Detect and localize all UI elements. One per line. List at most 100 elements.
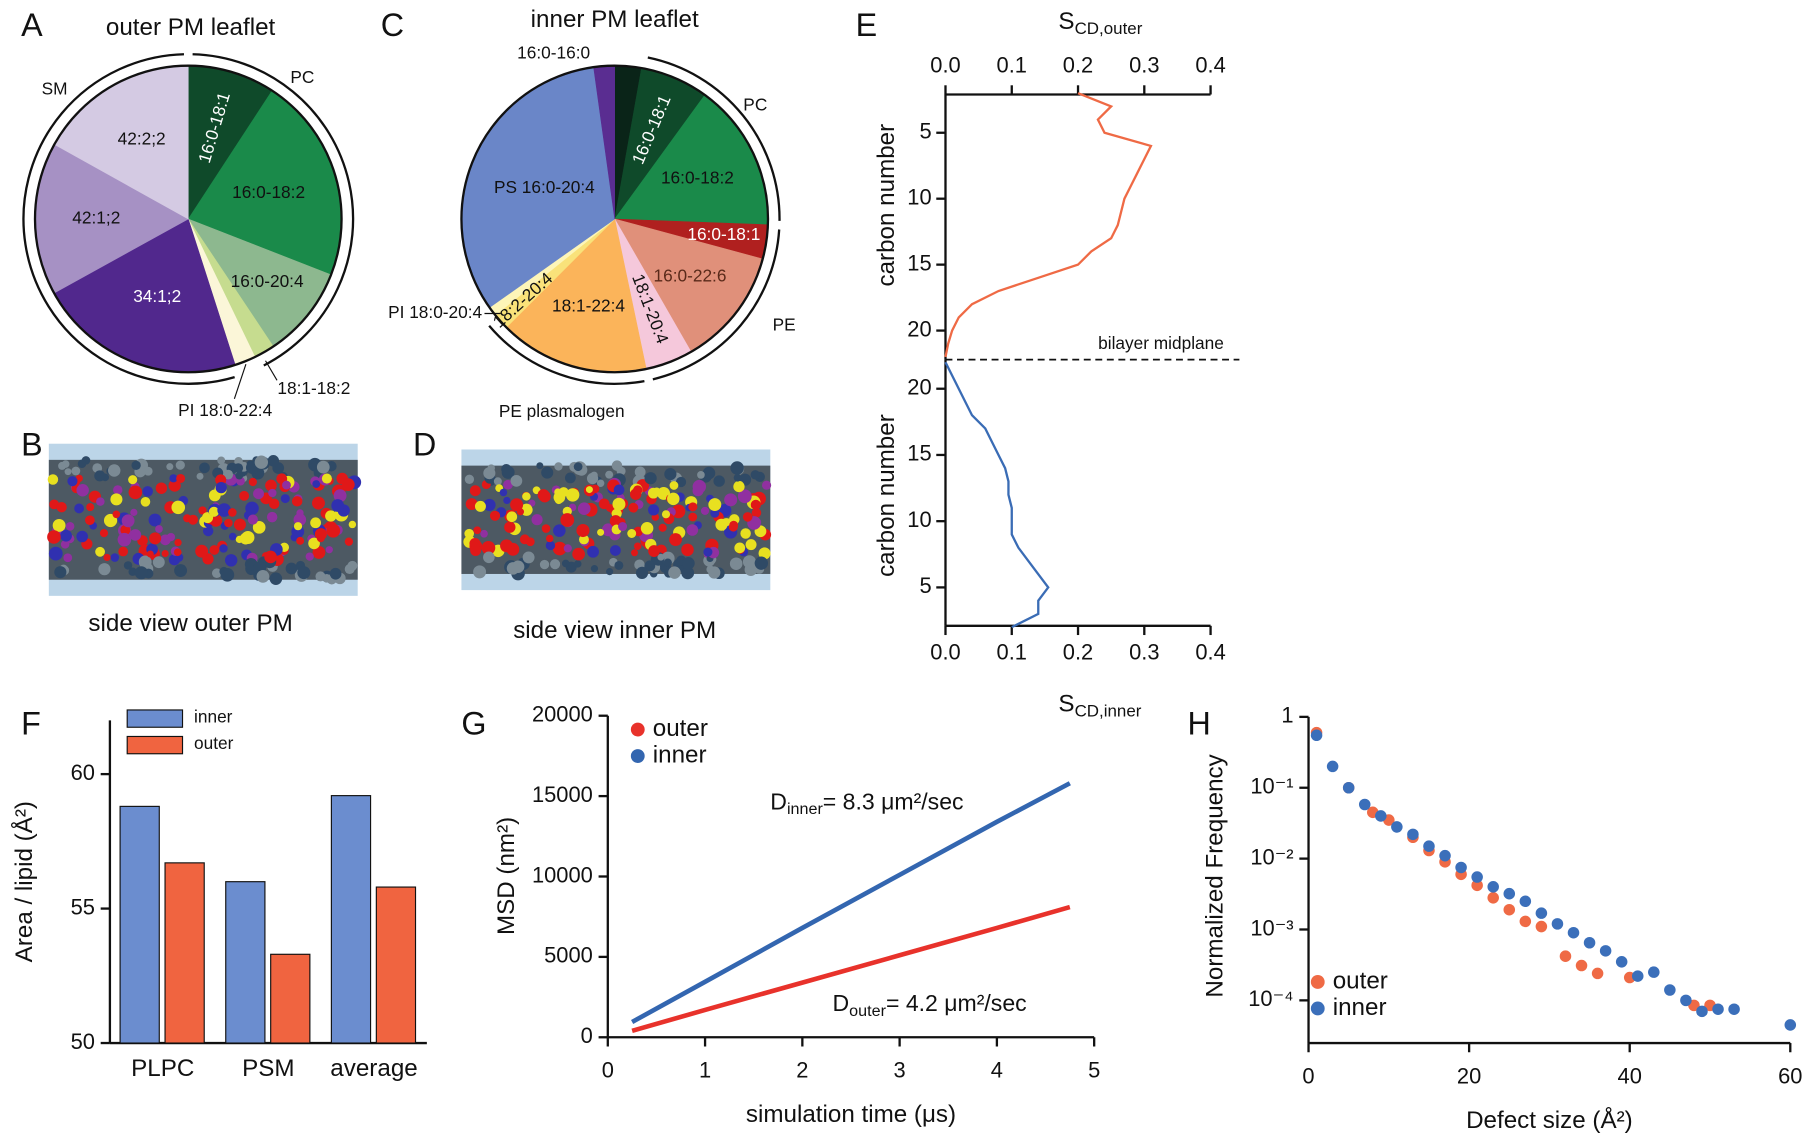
snapshot-atom [640, 521, 654, 535]
snapshot-atom [590, 565, 599, 573]
snapshot-atom [341, 478, 355, 492]
snapshot-atom [703, 547, 713, 557]
x-tick-label: 0.1 [997, 639, 1027, 664]
snapshot-atom [228, 532, 237, 541]
data-point [1326, 760, 1339, 773]
bar [119, 805, 160, 1044]
snapshot-atom [331, 499, 345, 512]
snapshot-atom [344, 564, 355, 575]
snapshot-atom [675, 476, 687, 488]
panel-letter: H [1188, 706, 1211, 742]
data-point [1712, 1003, 1724, 1015]
snapshot-atom [702, 466, 716, 480]
snapshot-atom [644, 472, 657, 485]
y-tick-label: 15000 [532, 782, 593, 807]
snapshot-atom [315, 571, 326, 582]
x-axis-label: Defect size (Å²) [1466, 1106, 1633, 1134]
x-tick-label: 40 [1618, 1063, 1642, 1088]
snapshot-atom [113, 485, 123, 495]
y-tick-label: 55 [71, 894, 95, 919]
snapshot-atom [103, 513, 118, 528]
snapshot-atom [138, 555, 152, 569]
snapshot-atom [552, 541, 567, 556]
leader-line [233, 364, 247, 399]
group-label: PC [743, 95, 767, 115]
snapshot-atom [176, 473, 186, 483]
legend-marker [630, 722, 645, 737]
image-caption: side view outer PM [88, 610, 292, 637]
legend-label: outer [194, 733, 234, 753]
y-axis-label: Area / lipid (Å²) [10, 801, 38, 962]
profile-line [944, 92, 1153, 358]
snapshot-atom [590, 471, 598, 479]
snapshot-atom [558, 487, 569, 497]
snapshot-atom [63, 553, 73, 563]
snapshot-atom [633, 542, 642, 550]
snapshot-atom [728, 522, 738, 532]
snapshot-atom [166, 463, 174, 471]
snapshot-atom [248, 477, 257, 487]
snapshot-atom [750, 470, 760, 480]
snapshot-atom [293, 522, 303, 531]
snapshot-atom [195, 544, 209, 558]
snapshot-atom [737, 489, 752, 504]
y-tick-label: 20 [907, 316, 931, 341]
legend-label: inner [1333, 994, 1387, 1021]
data-point [1680, 994, 1692, 1007]
snapshot-atom [175, 460, 185, 470]
snapshot-atom [510, 475, 523, 487]
y-tick-label: 60 [71, 760, 95, 785]
y-tick-label: 10⁻¹ [1250, 774, 1293, 799]
snapshot-atom [264, 550, 277, 564]
snapshot-atom [348, 520, 357, 529]
snapshot-atom [742, 555, 757, 569]
snapshot-atom [77, 459, 87, 469]
legend-label: inner [653, 741, 707, 768]
snapshot-atom [96, 497, 105, 506]
x-tick-label: 0.4 [1195, 639, 1225, 664]
snapshot-atom [149, 532, 162, 545]
x-tick-label: 0.0 [930, 53, 960, 78]
x-tick-label: 0.1 [997, 53, 1027, 78]
snapshot-atom [697, 471, 705, 479]
snapshot-atom [128, 567, 137, 576]
data-point [1519, 895, 1532, 908]
snapshot-atom [130, 508, 138, 516]
snapshot-atom [211, 568, 222, 579]
msd-line [631, 904, 1071, 1034]
snapshot-atom [681, 566, 695, 580]
x-tick-label: 0.3 [1129, 53, 1159, 78]
snapshot-atom [120, 524, 131, 535]
panel-letter: E [856, 7, 878, 43]
panel-letter: G [461, 706, 486, 742]
snapshot-atom [706, 565, 715, 574]
data-point [1559, 950, 1572, 962]
snapshot-atom [522, 551, 535, 564]
group-arc [647, 56, 781, 221]
snapshot-atom [128, 475, 138, 485]
snapshot-atom [585, 486, 593, 494]
snapshot-atom [198, 506, 207, 515]
snapshot-atom [161, 549, 169, 558]
group-label: PE [773, 315, 796, 335]
snapshot-atom [312, 545, 326, 559]
slice-label: PI 18:0-20:4 [388, 302, 482, 322]
group-label: PC [290, 67, 314, 87]
data-point [1567, 926, 1580, 939]
slice-label: 42:2;2 [118, 128, 166, 148]
legend-marker [1310, 975, 1325, 989]
legend-marker [1310, 1001, 1325, 1016]
snapshot-atom [481, 541, 496, 555]
snapshot-atom [118, 546, 129, 557]
data-point [1487, 892, 1499, 904]
diffusion-label-rest: = 8.3 μm²/sec [823, 788, 964, 814]
snapshot-atom [219, 544, 228, 553]
snapshot-atom [228, 508, 237, 517]
snapshot-atom [664, 468, 677, 481]
snapshot-atom [208, 506, 219, 517]
data-point [1664, 984, 1676, 996]
panel-letter: C [381, 7, 404, 43]
midplane-label: bilayer midplane [1098, 333, 1224, 353]
snapshot-atom [85, 515, 95, 526]
diffusion-label: Dinner= 8.3 μm²/sec [770, 788, 963, 818]
